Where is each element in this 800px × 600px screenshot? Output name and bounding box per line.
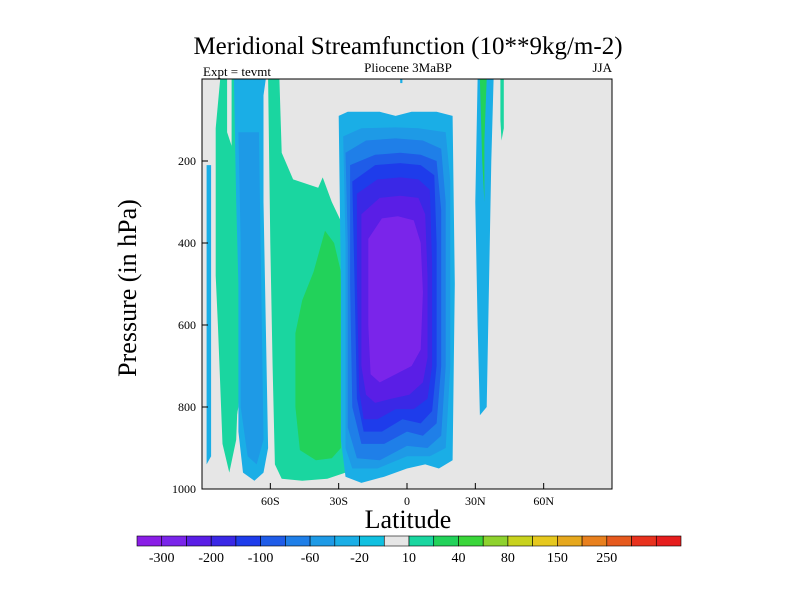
y-axis-ticks: 200 400 600 800 1000 xyxy=(172,154,208,496)
colorbar-swatch xyxy=(186,535,212,547)
colorbar-swatch xyxy=(285,535,311,547)
colorbar-swatch xyxy=(433,535,459,547)
colorbar-swatch xyxy=(507,535,533,547)
subtitle-center: Pliocene 3MaBP xyxy=(364,60,452,75)
x-tick-label: 0 xyxy=(404,494,410,508)
colorbar-swatch xyxy=(161,535,187,547)
contour-region-ferrel-cell-south-inner xyxy=(295,230,341,461)
y-tick-label: 800 xyxy=(178,400,196,414)
colorbar-swatch xyxy=(482,535,509,547)
colorbar-label: 150 xyxy=(547,551,568,566)
y-tick-label: 1000 xyxy=(172,482,196,496)
colorbar-label: -60 xyxy=(301,551,320,566)
x-tick-label: 30N xyxy=(465,494,486,508)
colorbar-label: 40 xyxy=(452,551,466,566)
colorbar-label: 80 xyxy=(501,551,515,566)
colorbar-swatch xyxy=(581,535,608,547)
y-tick-label: 200 xyxy=(178,154,196,168)
y-tick-label: 600 xyxy=(178,318,196,332)
subtitle-left: Expt = tevmt xyxy=(203,64,271,79)
x-tick-label: 30S xyxy=(329,494,348,508)
contour-region-equator-speck xyxy=(400,79,403,84)
contour-regions xyxy=(206,79,504,483)
colorbar-swatch xyxy=(408,535,435,547)
colorbar-label: -20 xyxy=(350,551,369,566)
colorbar-swatch xyxy=(458,535,484,547)
contour-region-tropical-north-positive-2 xyxy=(500,79,504,141)
colorbar-label: 10 xyxy=(402,551,416,566)
x-tick-label: 60N xyxy=(533,494,554,508)
colorbar-swatch xyxy=(631,535,657,547)
colorbar-label: -300 xyxy=(149,551,175,566)
contour-region-southern-ocean-negative-core xyxy=(238,132,264,465)
colorbar xyxy=(136,535,682,547)
contour-region-tropical-north-negative xyxy=(475,79,494,416)
contour-region-tropical-north-positive xyxy=(479,79,487,202)
colorbar-label: -100 xyxy=(248,551,274,566)
colorbar-labels: -300 -200 -100 -60 -20 10 40 80 150 250 xyxy=(149,551,617,566)
colorbar-label: 250 xyxy=(596,551,617,566)
contour-region-far-south-fringe xyxy=(206,165,212,465)
colorbar-swatch xyxy=(655,535,682,547)
subtitle-right: JJA xyxy=(592,60,612,75)
contour-region-hadley-cell-max xyxy=(368,216,423,383)
colorbar-swatch xyxy=(606,535,632,547)
colorbar-swatch xyxy=(557,535,583,547)
colorbar-swatch xyxy=(235,535,261,547)
colorbar-swatch xyxy=(309,535,336,547)
colorbar-swatch xyxy=(334,535,360,547)
x-tick-label: 60S xyxy=(261,494,280,508)
colorbar-swatch xyxy=(383,535,410,547)
colorbar-swatch xyxy=(532,535,558,547)
colorbar-swatch xyxy=(359,535,385,547)
x-axis-ticks: 60S 30S 0 30N 60N xyxy=(261,483,554,508)
colorbar-swatch xyxy=(210,535,237,547)
colorbar-swatch xyxy=(136,535,163,547)
chart-title: Meridional Streamfunction (10**9kg/m-2) xyxy=(193,33,622,60)
colorbar-label: -200 xyxy=(198,551,224,566)
y-axis-label: Pressure (in hPa) xyxy=(113,199,142,377)
y-tick-label: 400 xyxy=(178,236,196,250)
x-axis-label: Latitude xyxy=(365,505,452,534)
colorbar-swatch xyxy=(260,535,286,547)
